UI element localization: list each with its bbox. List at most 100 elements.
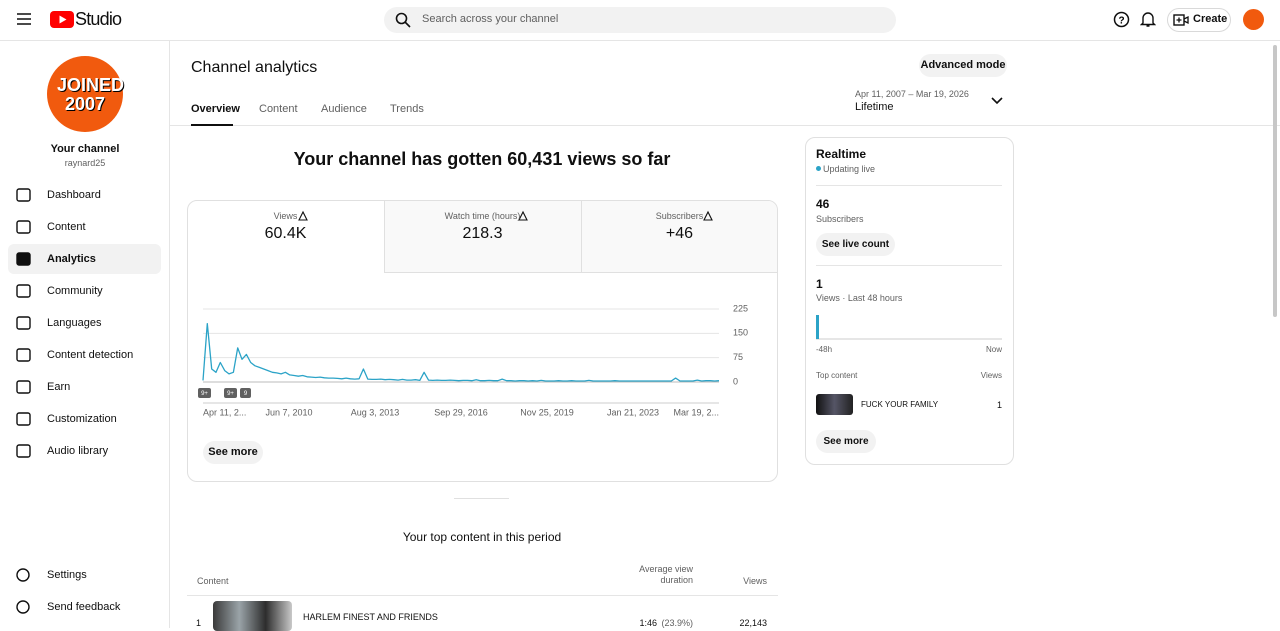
metric-tabs-bg <box>384 201 777 273</box>
milestone-label: 9+ <box>201 391 208 397</box>
studio-logo[interactable]: Studio <box>75 9 122 29</box>
table-divider <box>187 595 778 596</box>
search-placeholder[interactable]: Search across your channel <box>422 13 559 25</box>
tab[interactable]: Overview <box>191 103 240 115</box>
nav-item[interactable]: Earn <box>47 381 71 393</box>
milestone-label: 9 <box>244 391 248 397</box>
metric-label[interactable]: Views <box>273 211 298 221</box>
nav-item[interactable]: Community <box>47 285 103 297</box>
milestone-label: 9+ <box>227 391 234 397</box>
metric-value[interactable]: 218.3 <box>462 225 503 242</box>
nav-icon <box>16 348 31 362</box>
help-icon[interactable]: ? <box>1113 11 1130 28</box>
topbar <box>0 0 1280 41</box>
nav-item[interactable]: Content detection <box>47 349 134 361</box>
nav-icon <box>16 444 31 458</box>
subscriber-count: 46 <box>816 197 830 211</box>
row-views: 22,143 <box>739 618 767 628</box>
views-line <box>202 322 720 382</box>
nav-item[interactable]: Content <box>47 221 86 233</box>
video-thumbnail[interactable] <box>213 601 292 631</box>
warning-icon <box>518 210 528 221</box>
nav-item[interactable]: Languages <box>47 317 102 329</box>
top-content-label: Top content <box>816 371 858 380</box>
y-tick-label: 0 <box>733 376 738 386</box>
nav-icon <box>16 600 30 614</box>
create-button[interactable] <box>1167 8 1231 32</box>
svg-text:?: ? <box>1118 16 1124 27</box>
realtime-thumbnail[interactable] <box>816 394 853 415</box>
nav-icon <box>16 316 31 330</box>
tab[interactable]: Audience <box>321 103 367 115</box>
metric-label[interactable]: Subscribers <box>655 211 704 221</box>
divider <box>816 265 1002 266</box>
nav-icon <box>16 380 31 394</box>
realtime-bar <box>816 315 819 339</box>
metric-value[interactable]: +46 <box>665 225 694 242</box>
metric-divider <box>581 201 582 273</box>
milestone-marker <box>240 388 251 398</box>
nav-item[interactable]: Analytics <box>47 253 96 265</box>
nav-icon <box>16 284 31 298</box>
create-label[interactable]: Create <box>1193 13 1228 25</box>
nav-icon <box>16 220 31 234</box>
tab[interactable]: Content <box>259 103 298 115</box>
channel-handle: raynard25 <box>64 158 106 168</box>
nav-active-bg <box>8 244 161 274</box>
realtime-views: 1 <box>816 277 823 291</box>
milestone-marker <box>224 388 237 398</box>
youtube-logo[interactable] <box>50 11 74 28</box>
period[interactable]: Lifetime <box>855 101 894 113</box>
page-title: Channel analytics <box>191 59 318 76</box>
realtime-see-more[interactable]: See more <box>816 430 876 453</box>
search-box[interactable] <box>384 7 896 33</box>
x-tick-label: Mar 19, 2... <box>673 407 719 417</box>
realtime-top-title[interactable]: FUCK YOUR FAMILY <box>861 400 939 409</box>
nav-item[interactable]: Customization <box>47 413 117 425</box>
see-live-count-button[interactable]: See live count <box>816 233 895 256</box>
nav-item[interactable]: Audio library <box>47 445 109 457</box>
x-tick-label: Apr 11, 2... <box>203 407 246 417</box>
avg-percent: (23.9%) <box>661 618 693 628</box>
x-tick-label: Nov 25, 2019 <box>520 407 574 417</box>
account-avatar[interactable] <box>1243 9 1264 30</box>
overview-card <box>187 200 778 482</box>
active-tab-indicator <box>191 124 233 126</box>
advanced-mode-button[interactable]: Advanced mode <box>919 54 1007 77</box>
realtime-axis-start: -48h <box>816 345 833 354</box>
nav-icon <box>16 252 31 266</box>
warning-icon <box>298 210 308 221</box>
divider <box>816 185 1002 186</box>
column-header: Content <box>197 576 229 586</box>
realtime-top-views: 1 <box>996 400 1002 410</box>
nav-icon <box>16 568 30 582</box>
metric-value[interactable]: 60.4K <box>264 225 307 242</box>
create-icon <box>1173 14 1189 26</box>
video-title[interactable]: HARLEM FINEST AND FRIENDS <box>303 612 438 622</box>
x-tick-label: Jun 7, 2010 <box>265 407 312 417</box>
notifications-icon[interactable] <box>1140 11 1156 28</box>
tab[interactable]: Trends <box>390 103 424 115</box>
tabs-divider <box>170 125 1280 126</box>
x-tick-label: Jan 21, 2023 <box>607 407 659 417</box>
realtime-status: Updating live <box>823 164 876 174</box>
nav-item[interactable]: Settings <box>47 569 87 581</box>
channel-avatar[interactable]: JOINED 2007 <box>47 56 124 132</box>
metric-label[interactable]: Watch time (hours) <box>444 211 521 221</box>
menu-icon[interactable] <box>16 12 32 26</box>
channel-label[interactable]: Your channel <box>50 143 120 155</box>
date-range[interactable]: Apr 11, 2007 – Mar 19, 2026 <box>855 89 969 99</box>
milestone-marker <box>198 388 211 398</box>
nav-icon <box>16 412 31 426</box>
see-more-button[interactable]: See more <box>203 441 263 464</box>
section-divider <box>454 498 509 499</box>
nav-item[interactable]: Send feedback <box>47 601 121 613</box>
views-column-label: Views <box>980 371 1002 380</box>
scrollbar[interactable] <box>1273 45 1277 317</box>
nav-item[interactable]: Dashboard <box>47 189 101 201</box>
headline: Your channel has gotten 60,431 views so … <box>293 149 671 169</box>
period-dropdown[interactable] <box>991 97 1003 105</box>
column-header: Average view duration <box>639 564 693 585</box>
